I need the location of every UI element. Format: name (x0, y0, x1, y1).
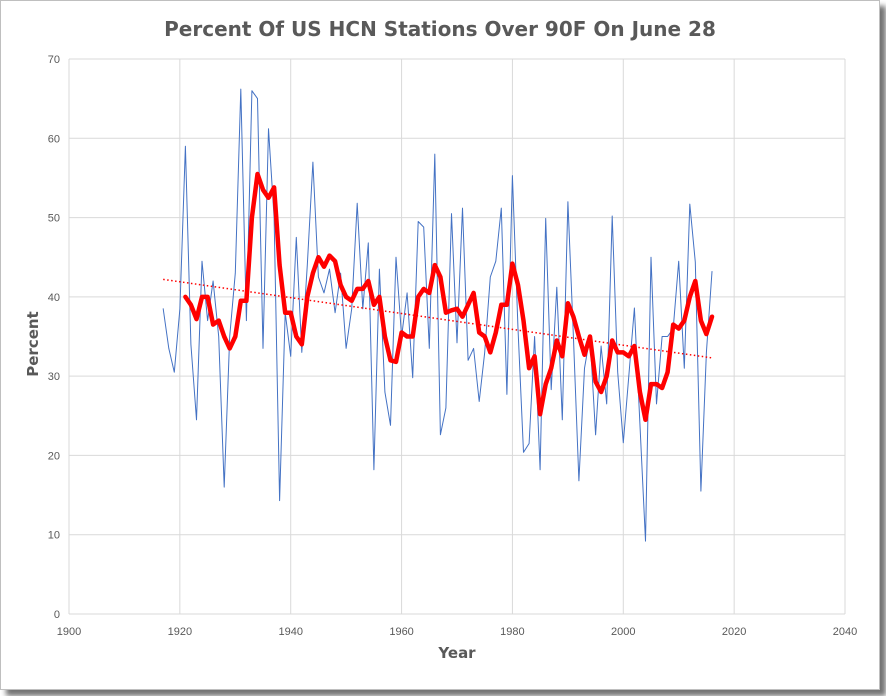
y-tick-label: 50 (48, 213, 60, 225)
x-tick-label: 1940 (278, 626, 302, 638)
y-tick-label: 0 (54, 609, 60, 621)
series-0-line (162, 88, 713, 542)
y-tick-label: 40 (48, 292, 60, 304)
chart-title: Percent Of US HCN Stations Over 90F On J… (164, 17, 716, 41)
x-tick-label: 1960 (389, 626, 413, 638)
gridlines (68, 58, 846, 615)
y-tick-label: 10 (48, 530, 60, 542)
x-tick-label: 1980 (500, 626, 524, 638)
series-1-line (183, 171, 715, 423)
x-tick-label: 1920 (168, 626, 192, 638)
x-tick-labels: 1900 1920 1940 1960 1980 2000 2020 2040 (57, 626, 857, 638)
y-tick-label: 30 (48, 371, 60, 383)
y-tick-label: 20 (48, 450, 60, 462)
series-2-line (163, 278, 713, 359)
x-tick-label: 2020 (722, 626, 746, 638)
x-tick-label: 1900 (57, 626, 81, 638)
series-group (162, 88, 715, 542)
x-tick-label: 2000 (611, 626, 635, 638)
y-tick-label: 60 (48, 133, 60, 145)
x-axis-title: Year (437, 644, 476, 662)
y-tick-label: 70 (48, 54, 60, 66)
x-tick-label: 2040 (833, 626, 857, 638)
y-axis-title: Percent (24, 311, 42, 376)
y-tick-labels: 0 10 20 30 40 50 60 70 (48, 54, 60, 621)
